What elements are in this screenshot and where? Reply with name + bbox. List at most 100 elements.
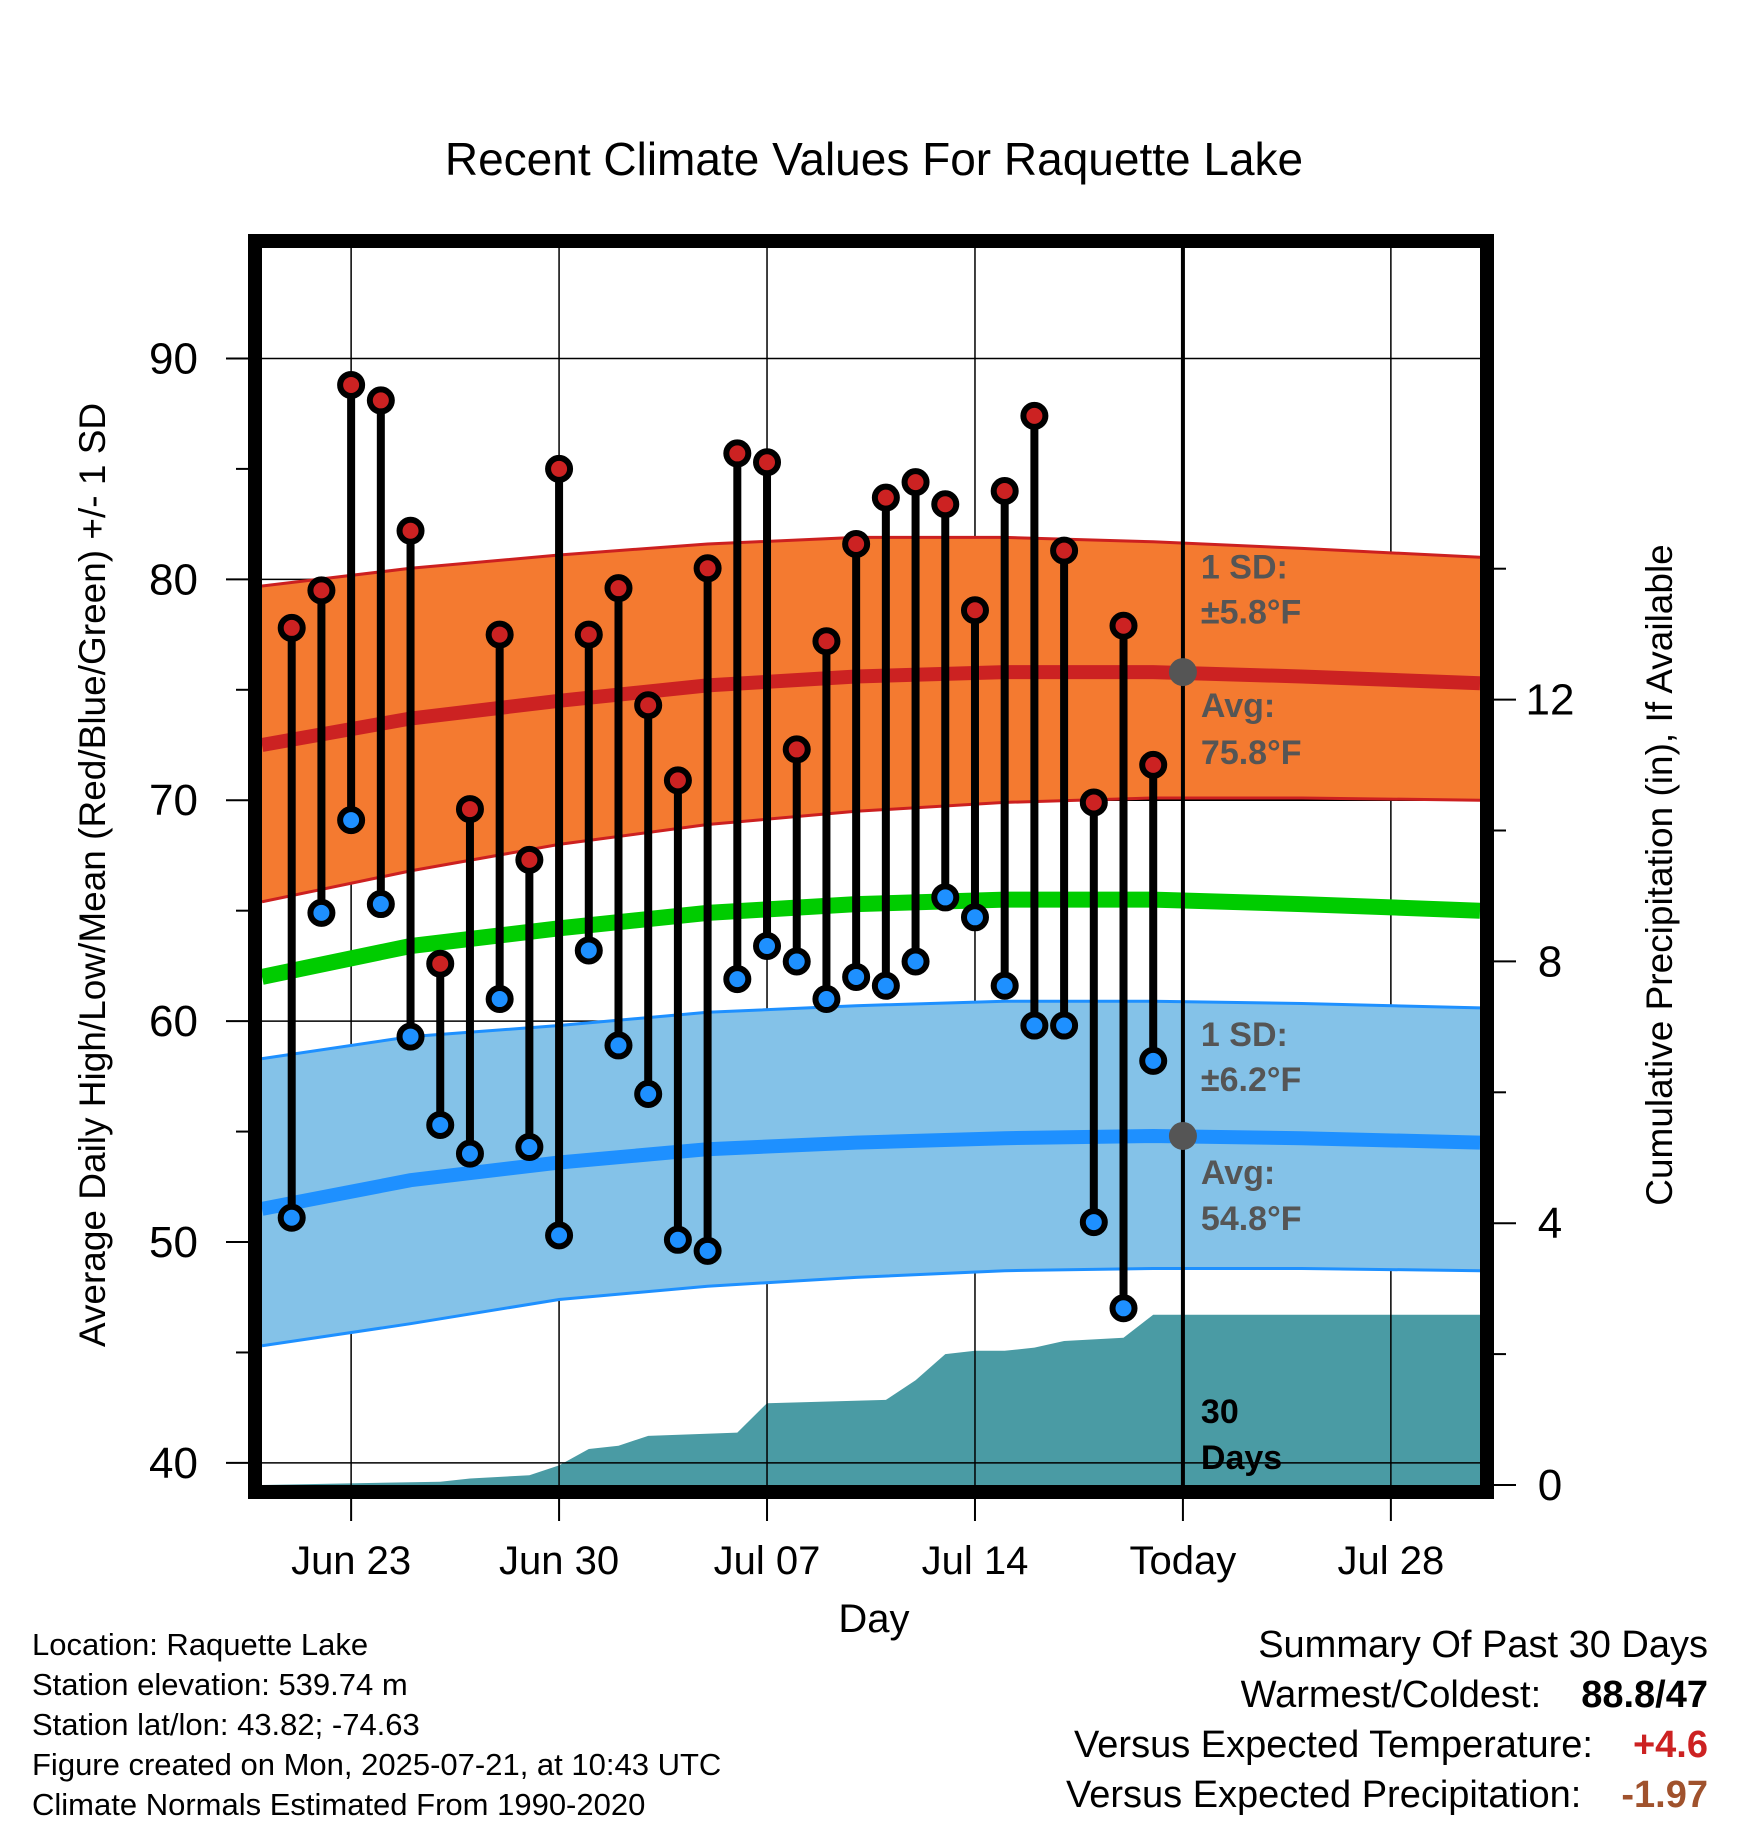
x-tick-label: Jun 30	[499, 1539, 619, 1583]
daily-low-point	[693, 1236, 722, 1265]
daily-low-point	[574, 936, 603, 965]
daily-high-point	[842, 529, 871, 558]
y-tick-label: 90	[149, 334, 198, 383]
warmest-label: Warmest/Coldest:	[1240, 1674, 1542, 1716]
daily-high-point	[812, 627, 841, 656]
y-tick-label: 80	[149, 555, 198, 604]
summary-title: Summary Of Past 30 Days	[1258, 1624, 1708, 1666]
temp-label: Versus Expected Temperature:	[1074, 1724, 1593, 1766]
daily-low-point	[812, 985, 841, 1014]
daily-high-point	[277, 613, 306, 642]
daily-low-point	[545, 1221, 574, 1250]
daily-high-point	[1020, 401, 1049, 430]
daily-high-point	[1109, 611, 1138, 640]
daily-low-point	[634, 1080, 663, 1109]
chart-title: Recent Climate Values For Raquette Lake	[445, 133, 1303, 185]
today-high-avg-marker	[1168, 658, 1197, 687]
daily-low-point	[455, 1139, 484, 1168]
daily-low-point	[931, 883, 960, 912]
daily-low-point	[842, 962, 871, 991]
daily-low-point	[307, 898, 336, 927]
info-location: Location: Raquette Lake	[32, 1627, 369, 1662]
daily-high-point	[990, 476, 1019, 505]
daily-high-point	[901, 468, 930, 497]
high-sd-value: ±5.8°F	[1201, 593, 1301, 631]
temp-value: +4.6	[1632, 1724, 1708, 1766]
warmest-value: 88.8	[1581, 1674, 1656, 1716]
y-tick-label: 60	[149, 997, 198, 1046]
daily-high-point	[1079, 788, 1108, 817]
daily-low-point	[426, 1110, 455, 1139]
daily-high-point	[515, 845, 544, 874]
daily-high-point	[366, 386, 395, 415]
daily-high-point	[782, 735, 811, 764]
info-normals: Climate Normals Estimated From 1990-2020	[32, 1787, 646, 1822]
x-axis-label: Day	[838, 1597, 909, 1641]
y2-tick-label: 12	[1526, 676, 1575, 725]
normal-low-line	[262, 1128, 1480, 1216]
precip-days-label: Days	[1201, 1439, 1282, 1477]
daily-high-point	[693, 554, 722, 583]
daily-high-point	[604, 574, 633, 603]
info-elevation: Station elevation: 539.74 m	[32, 1667, 408, 1702]
plot-frame	[248, 234, 1494, 1499]
high-avg-value: 75.8°F	[1201, 734, 1302, 772]
y-axis-label: Average Daily High/Low/Mean (Red/Blue/Gr…	[72, 403, 113, 1347]
daily-high-point	[1050, 536, 1079, 565]
daily-high-point	[871, 483, 900, 512]
daily-low-point	[782, 947, 811, 976]
y-tick-label: 50	[149, 1218, 198, 1267]
summary-panel: Summary Of Past 30 Days Warmest/Coldest:…	[1066, 1620, 1708, 1820]
daily-low-point	[396, 1022, 425, 1051]
station-info: Location: Raquette Lake Station elevatio…	[32, 1625, 721, 1825]
x-tick-label: Jun 23	[291, 1539, 411, 1583]
daily-high-point	[574, 620, 603, 649]
coldest-value: 47	[1665, 1674, 1708, 1716]
daily-low-point	[723, 965, 752, 994]
y-tick-label: 40	[149, 1439, 198, 1488]
low-avg-label: Avg:	[1201, 1154, 1275, 1192]
daily-low-point	[753, 932, 782, 961]
info-latlon: Station lat/lon: 43.82; -74.63	[32, 1707, 420, 1742]
y2-tick-label: 0	[1538, 1461, 1562, 1510]
daily-high-point	[396, 516, 425, 545]
daily-low-point	[990, 971, 1019, 1000]
summary-warmest-row: Warmest/Coldest: 88.8/47	[1240, 1674, 1708, 1716]
daily-high-point	[426, 949, 455, 978]
daily-high-point	[545, 454, 574, 483]
daily-low-point	[604, 1031, 633, 1060]
x-tick-label: Jul 07	[714, 1539, 821, 1583]
low-sd-band	[262, 1001, 1480, 1346]
summary-temp-row: Versus Expected Temperature: +4.6	[1066, 1720, 1708, 1770]
daily-high-point	[455, 795, 484, 824]
daily-low-point	[366, 890, 395, 919]
daily-low-point	[960, 903, 989, 932]
low-sd-value: ±6.2°F	[1201, 1061, 1301, 1099]
daily-high-point	[307, 576, 336, 605]
summary-precip-row: Versus Expected Precipitation: -1.97	[1066, 1770, 1708, 1820]
daily-high-point	[931, 490, 960, 519]
daily-low-point	[485, 985, 514, 1014]
precip-area	[262, 1314, 1480, 1485]
daily-high-point	[634, 691, 663, 720]
high-avg-label: Avg:	[1201, 687, 1275, 725]
low-band-lower-edge	[262, 1267, 1480, 1348]
y2-axis-label: Cumulative Precipitation (in), If Availa…	[1639, 544, 1680, 1206]
daily-low-point	[1109, 1294, 1138, 1323]
x-tick-label: Jul 14	[922, 1539, 1029, 1583]
daily-high-point	[753, 448, 782, 477]
y-tick-label: 70	[149, 776, 198, 825]
high-sd-band	[262, 537, 1480, 902]
y2-tick-label: 4	[1538, 1199, 1562, 1248]
plot-area: 1 SD: ±5.8°F Avg: 75.8°F 1 SD: ±6.2°F Avg: 54.8…	[262, 248, 1480, 1485]
x-tick-label: Today	[1130, 1539, 1237, 1583]
daily-low-point	[1020, 1011, 1049, 1040]
today-low-avg-marker	[1168, 1121, 1197, 1150]
daily-high-point	[663, 766, 692, 795]
daily-low-point	[515, 1133, 544, 1162]
daily-high-point	[485, 620, 514, 649]
precip-days-number: 30	[1201, 1393, 1239, 1431]
daily-low-point	[337, 806, 366, 835]
daily-low-point	[901, 947, 930, 976]
